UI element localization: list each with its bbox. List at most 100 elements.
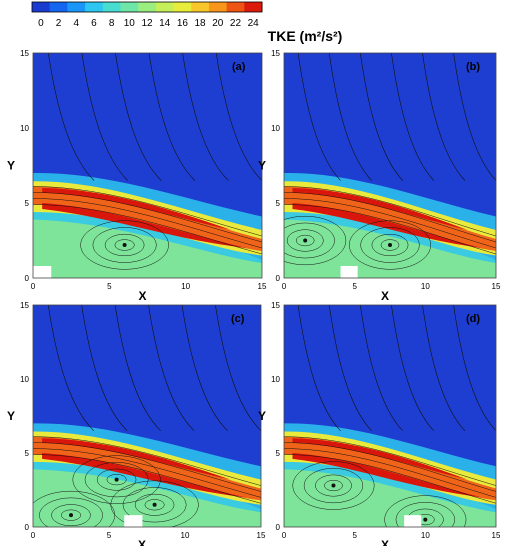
colorbar-swatch (155, 2, 175, 12)
vortex-streamline (39, 497, 103, 527)
streamline (33, 192, 262, 243)
panel-frame (32, 52, 263, 279)
streamline (215, 305, 261, 432)
streamline (182, 53, 229, 181)
vortex-streamline (72, 455, 161, 504)
vortex-streamline (292, 461, 375, 510)
vortex-streamline (384, 495, 467, 527)
panel-label: (a) (232, 61, 246, 73)
streamline (81, 53, 128, 181)
vortex-streamline (104, 233, 145, 257)
colorbar-title: TKE (m²/s²) (268, 28, 343, 44)
shear-core-lower (42, 203, 247, 248)
streamline (81, 305, 128, 432)
vortex-streamline (315, 474, 352, 497)
x-tick-label: 0 (282, 282, 287, 291)
y-axis-label: Y (258, 409, 266, 423)
colorbar-swatch (32, 2, 51, 12)
y-tick-label: 0 (25, 523, 30, 532)
vortex-streamline (122, 487, 187, 523)
y-tick-label: 5 (25, 449, 30, 458)
streamline (422, 53, 466, 181)
vortex-center (423, 517, 428, 522)
streamline (391, 53, 435, 181)
colorbar-swatch (67, 2, 86, 12)
streamline (284, 186, 496, 237)
x-tick-label: 15 (257, 531, 266, 540)
vortex-streamline (80, 220, 169, 270)
vortex-streamline (61, 509, 81, 521)
vortex-streamline (106, 474, 127, 486)
streamline (48, 53, 95, 181)
panel-label: (d) (466, 313, 480, 325)
x-tick-label: 15 (492, 531, 501, 540)
panel-d: (d) 0 5 10 15 0 5 10 15 X Y (258, 301, 501, 546)
colorbar-swatch (226, 2, 245, 12)
colorbar-swatch (120, 2, 139, 12)
streamline (328, 305, 372, 432)
panel-label: (b) (466, 61, 480, 73)
y-tick-label: 15 (271, 301, 280, 310)
y-tick-label: 0 (276, 274, 281, 283)
colorbar-tick-label: 8 (109, 18, 115, 29)
x-tick-label: 0 (31, 282, 36, 291)
streamline (284, 454, 496, 504)
x-axis-label: X (138, 289, 146, 303)
y-tick-label: 0 (276, 523, 281, 532)
y-axis-label: Y (7, 159, 15, 173)
streamline (215, 53, 262, 181)
vortex-streamline (349, 220, 431, 270)
streamline (33, 186, 262, 237)
y-tick-label: 15 (271, 49, 280, 58)
x-axis-label: X (381, 538, 389, 546)
x-tick-label: 15 (258, 282, 267, 291)
colorbar-tick-label: 0 (38, 18, 44, 29)
vortex-center (303, 238, 308, 243)
x-tick-label: 5 (107, 531, 112, 540)
obstacle-block (340, 266, 358, 278)
shear-core-lower (292, 453, 482, 498)
colorbar-swatch (49, 2, 68, 12)
vortex-streamline (96, 468, 137, 491)
streamline (33, 448, 261, 498)
streamline (284, 442, 496, 492)
colorbar-tick-label: 22 (230, 18, 242, 29)
vortex-streamline (324, 479, 343, 492)
vortex-streamline (380, 239, 400, 251)
vortex-streamline (371, 233, 409, 257)
panel-frame (283, 52, 497, 279)
colorbar-tick-label: 10 (124, 18, 136, 29)
shear-core-lower (42, 453, 246, 498)
x-tick-label: 10 (181, 282, 190, 291)
colorbar-tick-label: 12 (141, 18, 153, 29)
streamline (297, 305, 341, 432)
colorbar-tick-label: 18 (195, 18, 207, 29)
y-tick-label: 15 (20, 301, 29, 310)
streamline (181, 305, 228, 432)
contour-field (33, 53, 262, 278)
vortex-streamline (134, 493, 175, 516)
panel-frame (32, 304, 262, 528)
x-tick-label: 10 (421, 282, 430, 291)
streamline (148, 53, 196, 181)
obstacle-block (404, 515, 422, 527)
streamline (33, 436, 261, 486)
x-axis-label: X (138, 538, 146, 546)
y-tick-label: 10 (20, 124, 29, 133)
shear-band-high (284, 186, 496, 251)
streamline (297, 53, 341, 181)
shear-core-upper (292, 188, 468, 230)
colorbar-swatch (102, 2, 121, 12)
shear-core-lower (292, 203, 482, 248)
vortex-streamline (92, 227, 157, 263)
vortex-center (69, 513, 73, 518)
y-axis-label: Y (7, 409, 15, 423)
colorbar-swatch (244, 2, 263, 12)
shear-band-high (33, 436, 261, 501)
x-tick-label: 5 (107, 282, 112, 291)
shear-core-upper (42, 438, 231, 480)
vortex-streamline (303, 467, 364, 504)
streamline (284, 448, 496, 498)
x-tick-label: 15 (492, 282, 501, 291)
vortex-streamline (284, 215, 347, 266)
